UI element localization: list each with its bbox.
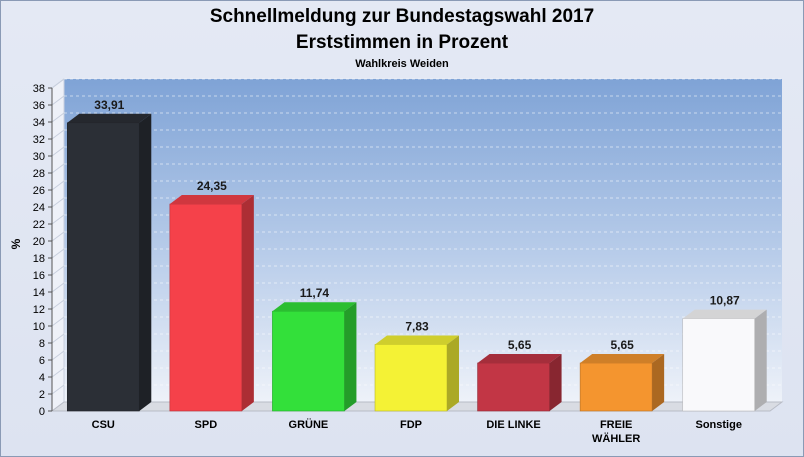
- bar-top: [580, 353, 665, 363]
- data-label: 5,65: [508, 338, 532, 352]
- gridline-side: [51, 78, 65, 89]
- y-tick-label: 36: [33, 100, 45, 112]
- data-label: 7,83: [405, 319, 429, 333]
- bar-side: [652, 353, 665, 411]
- y-tick-label: 30: [33, 151, 45, 163]
- chart-subtitle: Erststimmen in Prozent: [295, 32, 509, 53]
- y-tick-label: 6: [39, 355, 45, 367]
- bar-top: [272, 302, 357, 312]
- y-tick-label: 8: [39, 338, 45, 350]
- y-tick-label: 20: [33, 236, 45, 248]
- gridline-side: [51, 299, 65, 310]
- gridline-side: [51, 248, 65, 259]
- data-label: 24,35: [197, 179, 227, 193]
- bar-front: [579, 362, 653, 412]
- y-axis-label: %: [9, 238, 23, 249]
- plot-area-left-wall: [51, 78, 65, 412]
- bar-sonstige: [682, 309, 767, 412]
- y-tick-label: 38: [33, 83, 45, 95]
- y-tick-label: 26: [33, 185, 45, 197]
- y-tick-label: 16: [33, 270, 45, 282]
- gridline-side: [51, 146, 65, 157]
- x-tick-label: CSU: [92, 419, 115, 431]
- bar-front: [169, 203, 243, 412]
- bar-front: [477, 362, 550, 412]
- y-tick-label: 34: [33, 117, 45, 129]
- x-tick-label: FREIE: [600, 419, 632, 431]
- chart-title: Schnellmeldung zur Bundestagswahl 2017: [209, 6, 595, 27]
- y-tick-label: 12: [33, 304, 45, 316]
- y-tick-label: 32: [33, 134, 45, 146]
- bar-spd: [169, 195, 254, 412]
- gridline-side: [51, 180, 65, 191]
- gridline-side: [51, 163, 65, 174]
- bar-side: [139, 113, 152, 411]
- bar-top: [477, 353, 562, 363]
- gridline-side: [51, 129, 65, 140]
- bar-front: [374, 344, 448, 412]
- y-tick-label: 2: [39, 389, 45, 401]
- bar-die-linke: [477, 353, 562, 412]
- y-tick-label: 28: [33, 168, 45, 180]
- y-tick-label: 14: [33, 287, 45, 299]
- y-tick-label: 22: [33, 219, 45, 231]
- gridline-side: [51, 95, 65, 106]
- data-label: 5,65: [610, 338, 634, 352]
- chart-district-label: Wahlkreis Weiden: [355, 58, 449, 70]
- bar-top: [682, 309, 767, 319]
- bar-side: [241, 195, 254, 411]
- x-tick-label: WÄHLER: [592, 432, 640, 445]
- gridline-side: [51, 384, 65, 395]
- bar-fdp: [374, 335, 459, 412]
- gridline-side: [51, 282, 65, 293]
- bar-front: [272, 310, 345, 412]
- bar-top: [375, 335, 459, 345]
- bar-top: [169, 195, 254, 205]
- gridline-side: [51, 316, 65, 327]
- gridline-side: [51, 350, 65, 361]
- x-tick-label: Sonstige: [695, 419, 741, 431]
- bar-freie-wähler: [579, 353, 665, 412]
- x-tick-label: GRÜNE: [289, 418, 329, 431]
- y-tick-label: 4: [39, 372, 45, 384]
- x-tick-label: SPD: [195, 419, 218, 431]
- y-tick-label: 0: [39, 406, 45, 418]
- data-label: 11,74: [300, 286, 330, 300]
- x-tick-label: FDP: [400, 419, 422, 431]
- y-tick-label: 18: [33, 253, 45, 265]
- gridline-side: [51, 367, 65, 378]
- bar-grüne: [272, 302, 357, 412]
- bar-side: [344, 302, 357, 411]
- y-tick-label: 10: [33, 321, 45, 333]
- gridline-side: [51, 231, 65, 242]
- data-label: 10,87: [710, 294, 740, 308]
- bar-side: [447, 335, 459, 411]
- data-label: 33,91: [94, 98, 124, 112]
- bar-front: [66, 122, 140, 412]
- bar-front: [682, 318, 756, 412]
- bar-side: [549, 353, 562, 411]
- gridline-side: [51, 265, 65, 276]
- bar-top: [67, 113, 152, 123]
- bar-side: [754, 309, 767, 411]
- gridline-side: [51, 197, 65, 208]
- bar-csu: [66, 113, 152, 412]
- y-tick-label: 24: [33, 202, 45, 214]
- gridline-side: [51, 333, 65, 344]
- gridline-side: [51, 112, 65, 123]
- x-tick-label: DIE LINKE: [486, 419, 540, 431]
- gridline-side: [51, 214, 65, 225]
